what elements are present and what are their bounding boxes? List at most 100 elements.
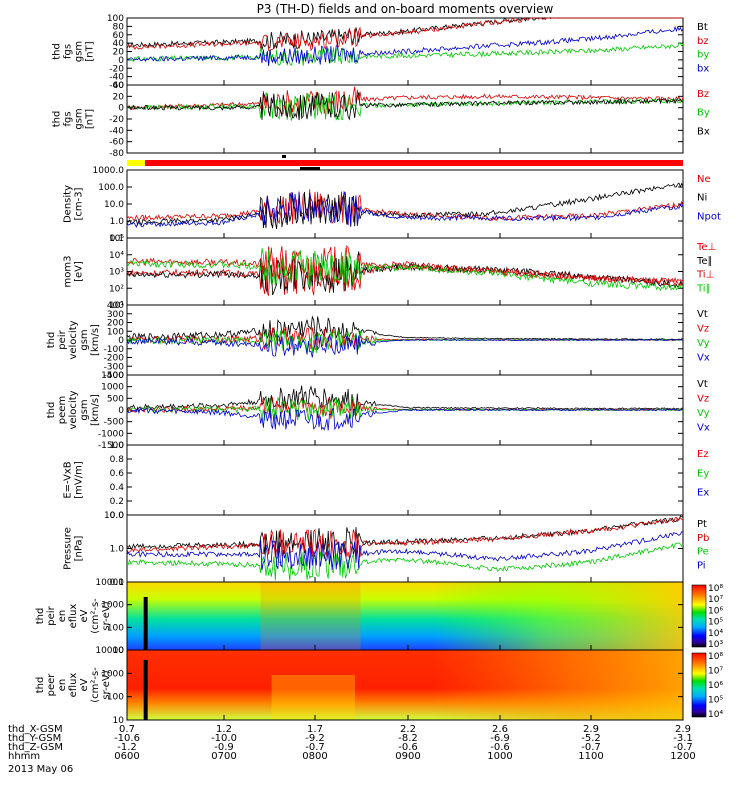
trace-Vt xyxy=(126,315,684,343)
y-tick-label: -1500 xyxy=(98,441,124,451)
x-label-time: 1000 xyxy=(487,751,512,762)
y-axis-label-line: en xyxy=(57,679,68,692)
y-axis-label: Pressure [nPa] xyxy=(63,527,85,570)
trace-bz xyxy=(126,17,683,52)
legend-Ti∥: Ti∥ xyxy=(696,283,711,294)
legend-Pi: Pi xyxy=(697,560,706,571)
legend-bz: bz xyxy=(697,36,709,47)
y-axis-label: thd fgs gsm [nT] xyxy=(52,41,96,62)
y-axis-label-line: velocity xyxy=(68,390,79,429)
y-axis-label-line: [km/s] xyxy=(90,324,101,356)
x-row-label: hhmm xyxy=(8,751,40,762)
y-tick-label: -20 xyxy=(109,115,124,125)
y-axis-label-line: Pressure xyxy=(63,527,74,570)
x-label-z: -0.6 xyxy=(398,742,418,753)
y-tick-label: 1000 xyxy=(101,383,124,393)
colorbar-label: 10⁷ xyxy=(708,595,723,605)
y-axis-label-line: gsm xyxy=(74,41,85,62)
y-tick-label: 20 xyxy=(113,92,125,102)
y-axis-label-line: thd xyxy=(35,608,46,625)
y-axis-label-line: peir xyxy=(57,329,68,349)
trace-Ti∥ xyxy=(126,248,684,292)
x-label-z: -0.7 xyxy=(305,742,325,753)
colorbar-label: 10⁴ xyxy=(708,710,723,720)
legend-Vz: Vz xyxy=(697,394,709,405)
colorbar xyxy=(691,652,707,718)
y-tick-label: 0.1 xyxy=(110,234,124,244)
y-axis-label-line: thd xyxy=(52,43,63,60)
y-tick-label: 1500 xyxy=(101,371,124,381)
panel-frame xyxy=(126,649,684,721)
x-row-label: 2013 May 06 xyxy=(8,764,73,775)
trace-by xyxy=(126,42,684,67)
y-tick-label: 100 xyxy=(107,14,124,24)
legend-by: by xyxy=(697,50,709,61)
y-axis-label-line: gsm xyxy=(79,329,90,350)
trace-Bx xyxy=(126,92,684,121)
legend-Npot: Npot xyxy=(697,211,721,222)
x-row-label: thd_X-GSM xyxy=(8,724,63,735)
y-tick-label: 100.0 xyxy=(98,183,124,193)
x-label-x: 1.2 xyxy=(216,724,232,735)
mode-bar-red xyxy=(145,160,683,166)
mode-bar xyxy=(127,155,683,170)
legend-Vt: Vt xyxy=(697,379,708,390)
y-tick-label: -60 xyxy=(109,81,124,91)
trace-Pb xyxy=(126,516,684,560)
y-tick-label: 10 xyxy=(113,716,125,726)
y-tick-label: 0.6 xyxy=(110,469,125,479)
y-tick-label: 0.0 xyxy=(110,511,125,521)
legend-Pe: Pe xyxy=(697,547,709,558)
y-tick-label: 10000 xyxy=(95,646,124,656)
y-axis-label-line: eflux xyxy=(68,673,79,698)
y-tick-label: 10⁵ xyxy=(109,234,124,244)
panel-8: 10.0 1.0 0.1 Pressure [nPa] Pt Pb Pe Pi xyxy=(63,511,710,588)
y-axis-label-line: thd xyxy=(35,677,46,694)
x-label-time: 0900 xyxy=(395,751,420,762)
y-tick-label: 1.0 xyxy=(110,545,125,555)
x-label-y: -10.0 xyxy=(211,733,237,744)
y-tick-label: -40 xyxy=(109,73,124,83)
legend-Vx: Vx xyxy=(697,423,710,434)
x-label-time: 0600 xyxy=(114,751,139,762)
y-axis-label-line: thd xyxy=(46,402,57,419)
legend-Bx: Bx xyxy=(697,126,710,137)
colorbar-label: 10⁷ xyxy=(708,667,723,677)
x-label-time: 1100 xyxy=(578,751,603,762)
y-axis-label: E=-VxB [mV/m] xyxy=(63,461,85,499)
x-label-z: -0.7 xyxy=(673,742,693,753)
y-tick-label: -60 xyxy=(109,138,124,148)
colorbar-label: 10⁸ xyxy=(708,652,723,662)
legend-bx: bx xyxy=(697,63,709,74)
x-label-y: -8.2 xyxy=(398,733,418,744)
panel-3: 1000.0 100.0 10.0 1.0 0.1 Density [cm-3] Ne Ni Np… xyxy=(63,166,721,244)
legend-Vz: Vz xyxy=(697,324,709,335)
y-tick-label: -500 xyxy=(104,418,125,428)
y-tick-label: 1000 xyxy=(101,669,124,679)
panel-frame xyxy=(126,514,684,583)
x-label-z: -1.2 xyxy=(117,742,137,753)
x-label-x: 2.2 xyxy=(400,724,416,735)
legend-Te⊥: Te⊥ xyxy=(696,242,716,253)
legend-By: By xyxy=(697,108,710,119)
spectrogram-electron-overlay xyxy=(127,650,683,720)
y-axis-label-line: [nT] xyxy=(85,41,96,61)
y-axis-label: thd peer en eflux eV (cm²-s-sr-eV) xyxy=(35,667,112,703)
legend-Bz: Bz xyxy=(697,89,709,100)
y-axis-label-line: [eV] xyxy=(74,261,85,282)
y-tick-label: 10¹ xyxy=(109,301,124,311)
y-tick-label: 0.1 xyxy=(110,578,124,588)
x-label-time: 0800 xyxy=(302,751,327,762)
y-axis-label-line: eV xyxy=(79,609,90,622)
y-tick-label: 10⁴ xyxy=(109,251,124,261)
x-label-y: -3.1 xyxy=(673,733,693,744)
trace-Te∥ xyxy=(126,251,684,296)
y-tick-label: 300 xyxy=(107,310,124,320)
colorbar xyxy=(691,584,707,648)
y-axis-label-line: gsm xyxy=(74,108,85,129)
x-row-label: thd_Y-GSM xyxy=(8,733,61,744)
x-label-x: 0.7 xyxy=(119,724,135,735)
